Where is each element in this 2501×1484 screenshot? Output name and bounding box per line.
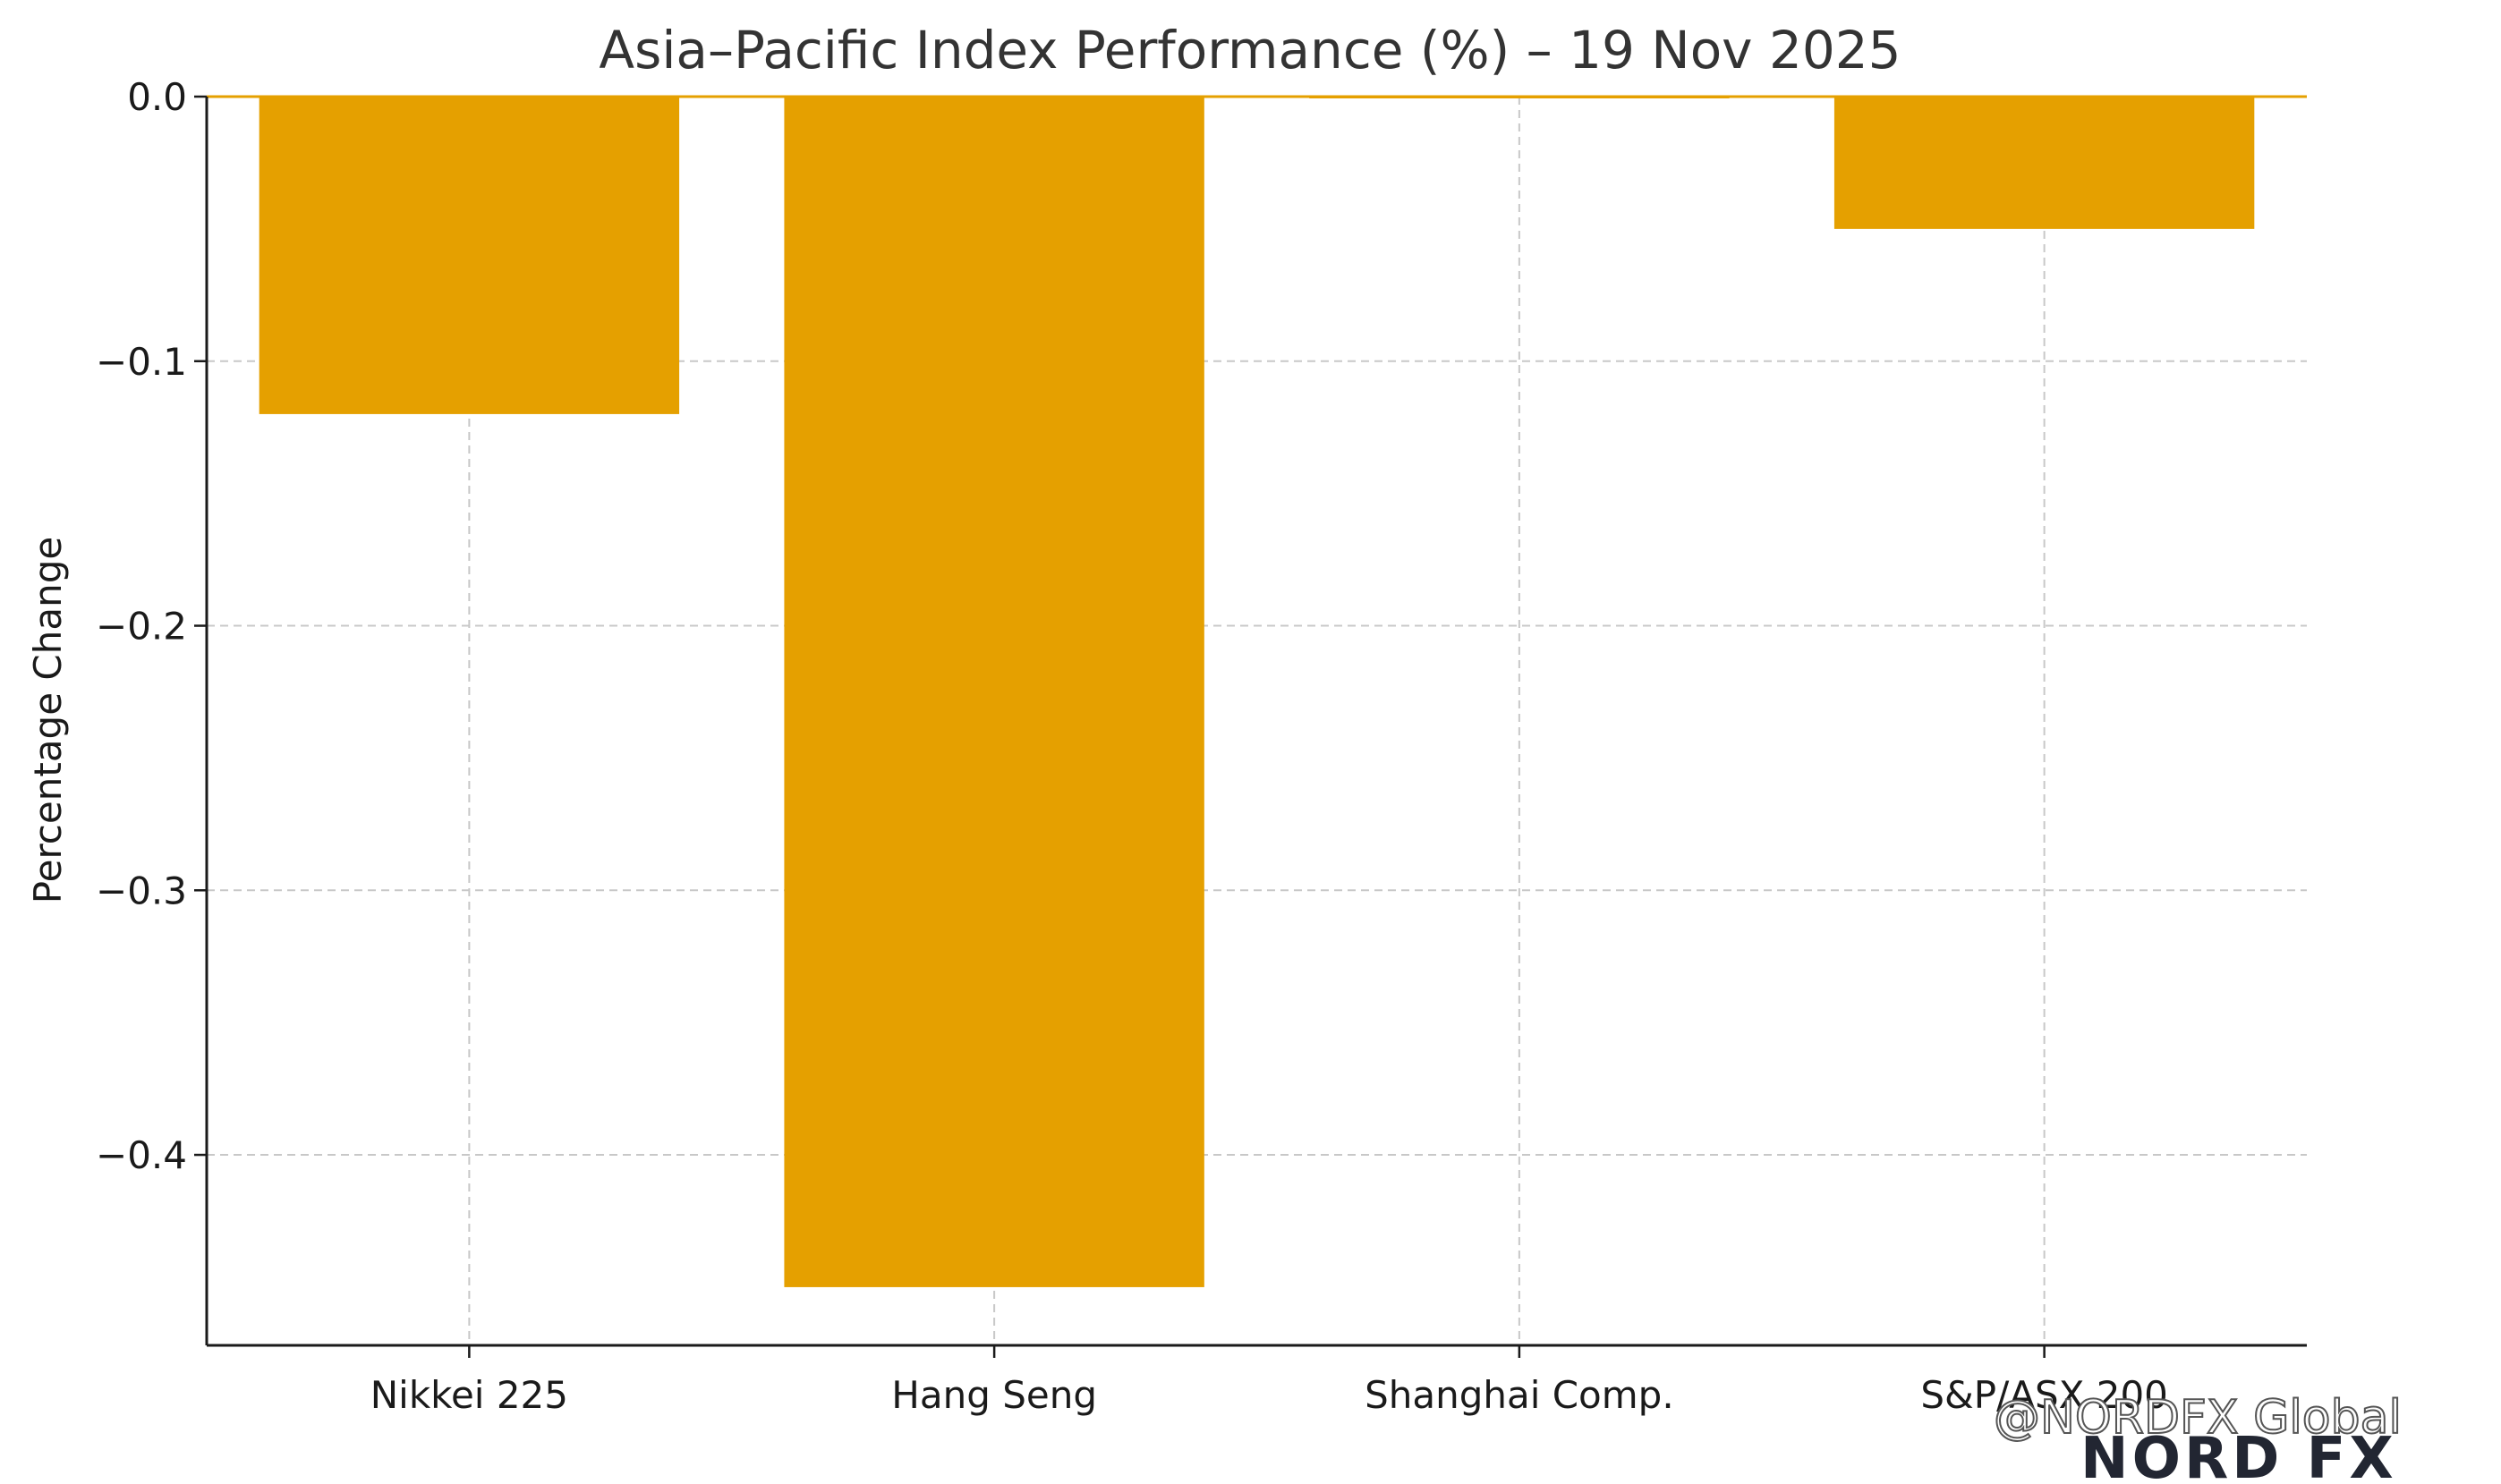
y-tick-label: −0.4	[96, 1133, 187, 1177]
bar	[259, 97, 680, 414]
bars	[207, 95, 2307, 1287]
axes	[194, 95, 2307, 1358]
x-tick-label: Shanghai Comp.	[1365, 1373, 1674, 1417]
y-tick-label: −0.2	[96, 605, 187, 649]
y-axis-label: Percentage Change	[26, 537, 70, 903]
y-tick-label: 0.0	[127, 75, 187, 119]
x-tick-label: Nikkei 225	[370, 1373, 568, 1417]
bar	[784, 97, 1204, 1287]
bar	[1833, 97, 2255, 229]
watermark-handle: @NORDFX Global	[1994, 1391, 2402, 1445]
y-tick-label: −0.3	[96, 869, 187, 912]
x-tick-label: S&P/ASX 200	[1920, 1373, 2168, 1417]
chart-title: Asia–Pacific Index Performance (%) – 19 …	[599, 20, 1901, 81]
watermark: @NORDFX Global NORD FX	[1993, 1390, 2403, 1484]
y-tick-label: −0.1	[96, 340, 187, 384]
x-tick-label: Hang Seng	[891, 1373, 1097, 1417]
tick-labels: 0.0 −0.1 −0.2 −0.3 −0.4 Nikkei 225 Hang Seng Sh…	[96, 75, 2168, 1417]
brand-logo: NORD FX	[2080, 1426, 2397, 1484]
